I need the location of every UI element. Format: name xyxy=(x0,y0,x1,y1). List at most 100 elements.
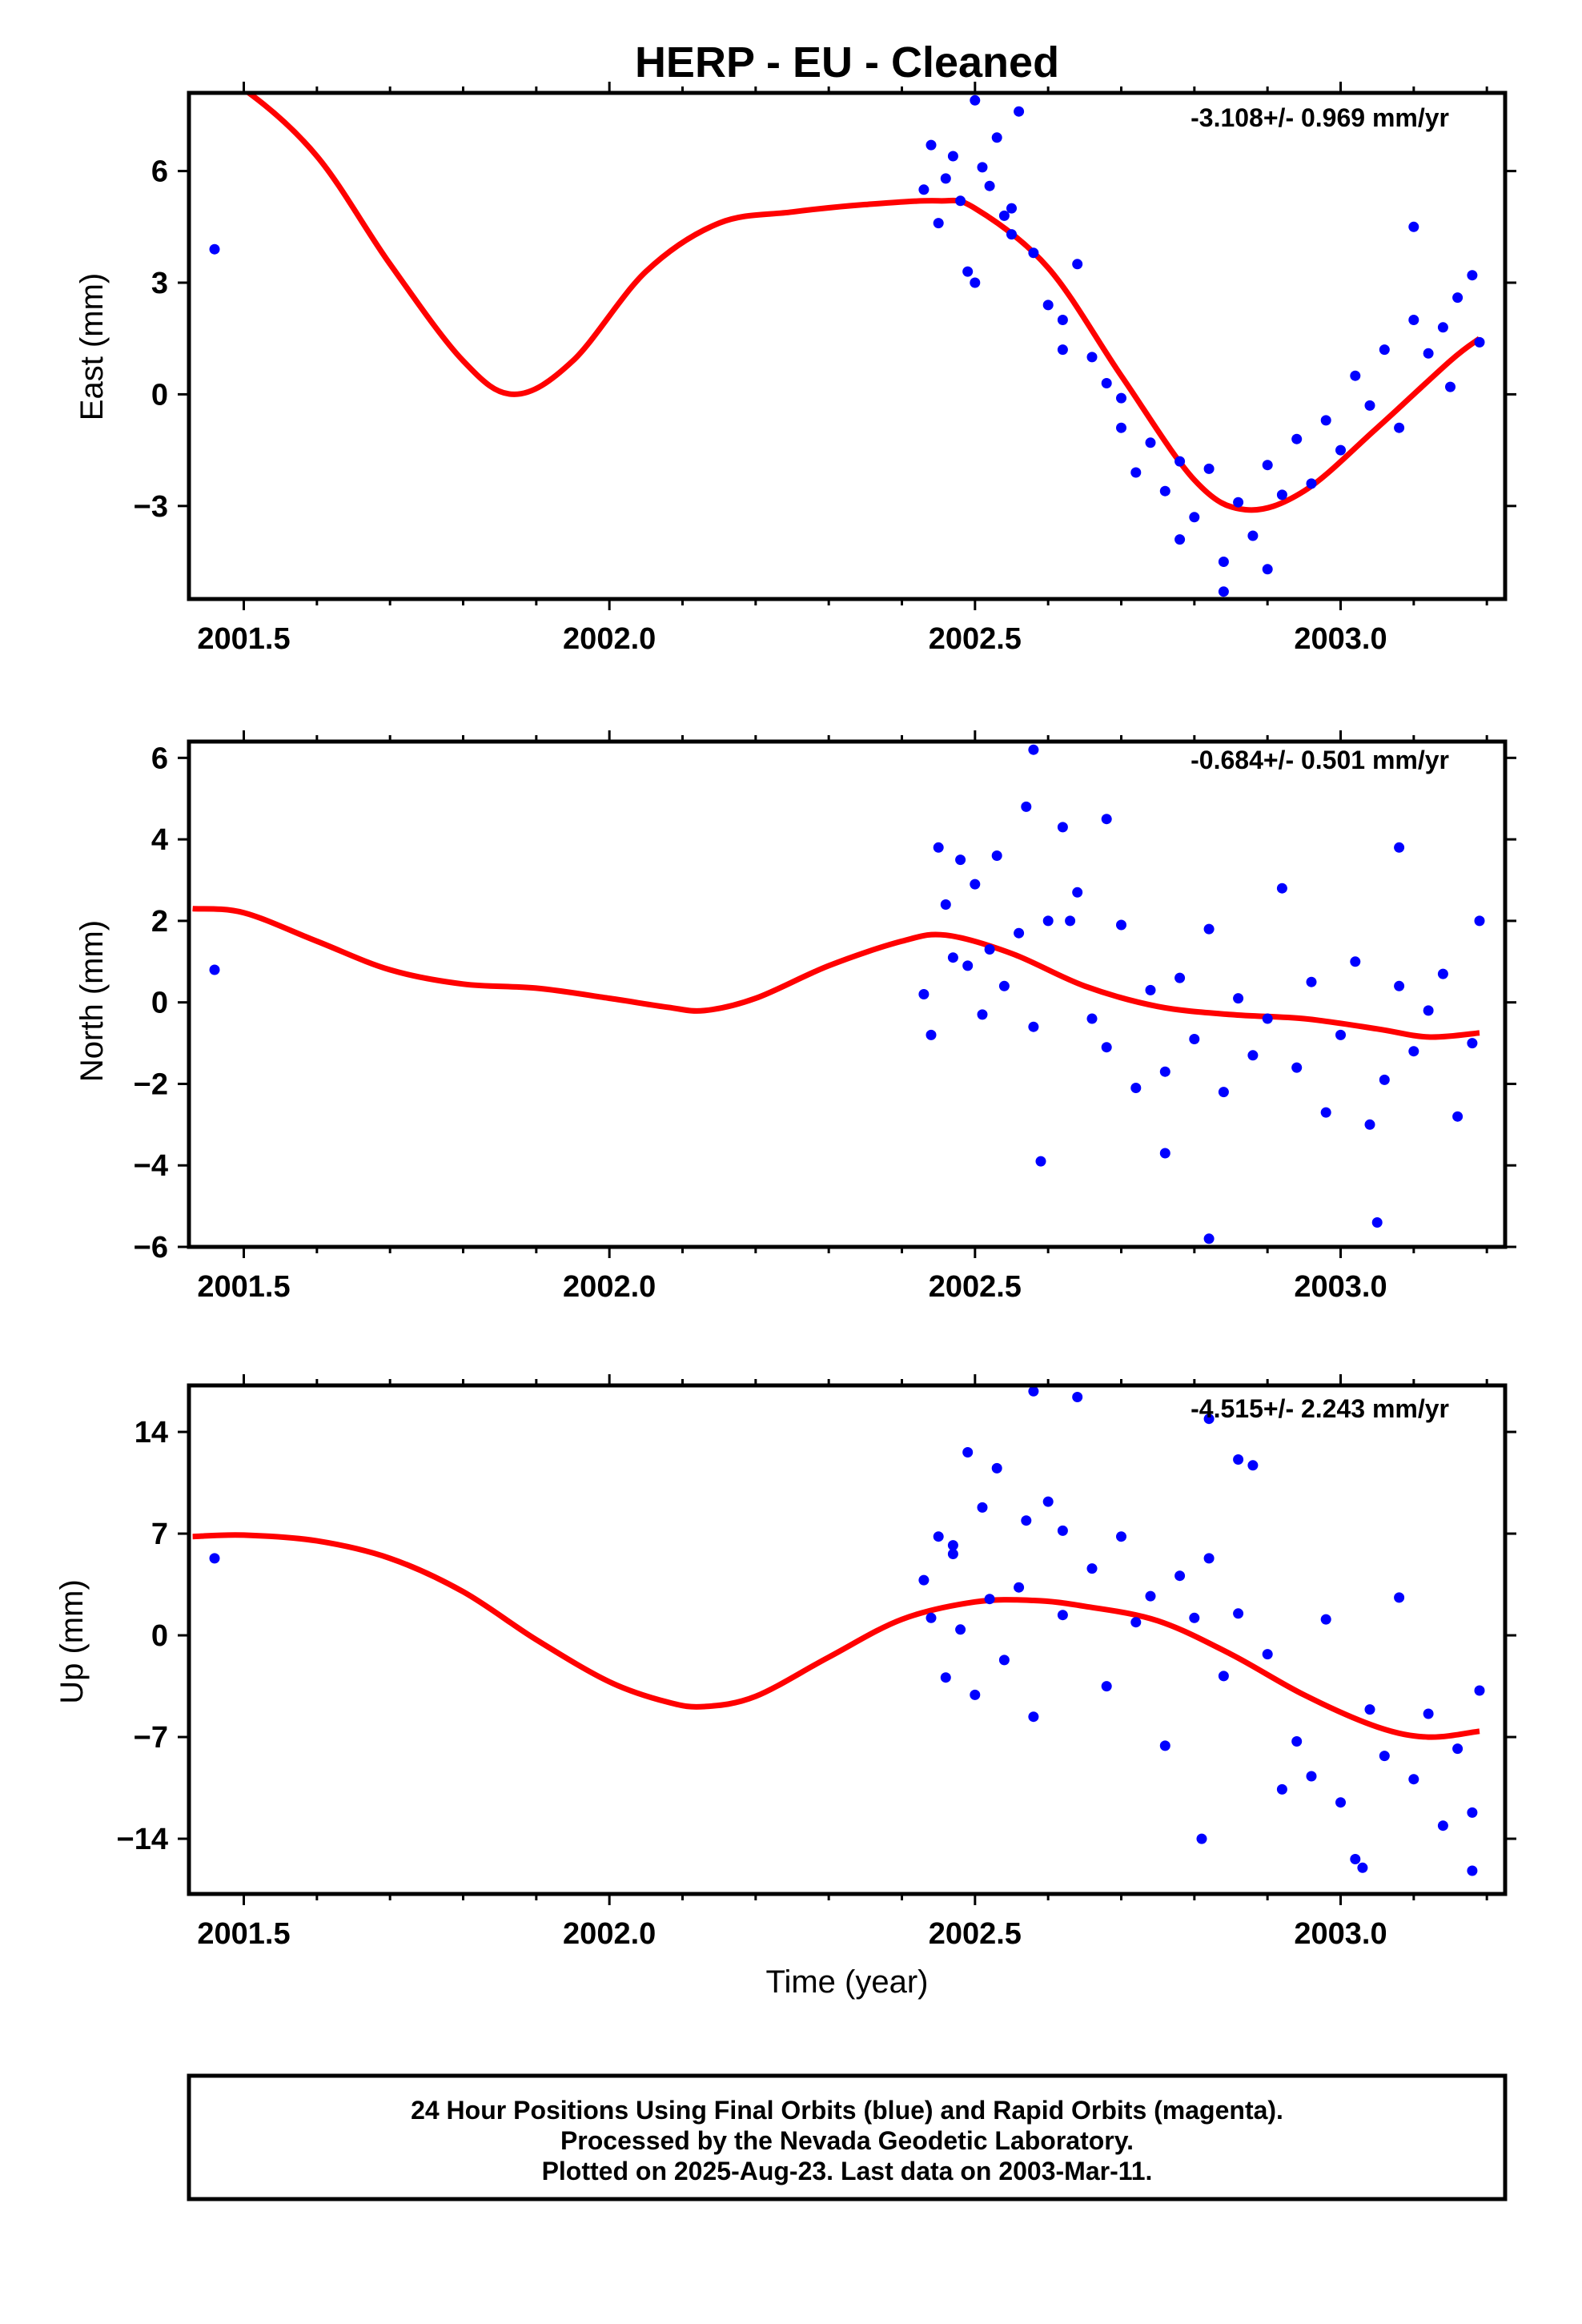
up-data-point xyxy=(947,1540,958,1551)
up-data-point xyxy=(1474,1685,1485,1696)
up-data-point xyxy=(1262,1649,1273,1660)
up-data-point xyxy=(1057,1525,1068,1536)
east-data-point xyxy=(940,173,951,184)
east-data-point xyxy=(991,132,1002,143)
up-data-point xyxy=(984,1594,995,1605)
north-data-point xyxy=(1306,976,1317,987)
east-data-point xyxy=(1006,229,1017,240)
east-data-point xyxy=(1028,247,1039,259)
up-data-point xyxy=(1467,1807,1478,1818)
north-x-tick-label: 2003.0 xyxy=(1294,1270,1387,1304)
north-data-point xyxy=(1452,1111,1464,1122)
north-y-tick-label: −4 xyxy=(134,1149,168,1183)
up-data-point xyxy=(1408,1774,1419,1785)
up-data-point xyxy=(1145,1590,1156,1602)
footer-line-1: 24 Hour Positions Using Final Orbits (bl… xyxy=(411,2096,1283,2125)
east-data-point xyxy=(970,94,981,106)
east-data-point xyxy=(1437,322,1448,333)
up-y-axis-label: Up (mm) xyxy=(54,1579,90,1704)
north-data-point xyxy=(984,944,995,955)
north-panel: 2001.5 2002.0 2002.5 2003.0 −6 −4 −2 0 2 4 6 -0.68… xyxy=(74,730,1516,1304)
east-data-point xyxy=(1116,422,1126,433)
figure-title: HERP - EU - Cleaned xyxy=(635,38,1059,86)
up-data-point xyxy=(1028,1385,1039,1397)
north-data-point xyxy=(1467,1038,1478,1049)
up-data-point xyxy=(1467,1865,1478,1876)
up-data-point xyxy=(1276,1783,1287,1795)
up-model-fit-line xyxy=(192,1532,1480,1740)
east-data-point xyxy=(1276,489,1287,501)
footer-line-3: Plotted on 2025-Aug-23. Last data on 200… xyxy=(542,2157,1153,2185)
north-data-point xyxy=(1423,1005,1434,1016)
up-data-point xyxy=(1021,1515,1032,1526)
up-data-point xyxy=(1189,1612,1200,1623)
up-y-tick-label: 14 xyxy=(135,1416,168,1449)
north-data-point xyxy=(1371,1217,1383,1228)
north-data-point xyxy=(1394,980,1405,991)
up-panel: 2001.5 2002.0 2002.5 2003.0 −14 −7 0 7 14 -4.515… xyxy=(54,1374,1516,2000)
north-frame xyxy=(187,739,1508,1249)
north-data-point xyxy=(1189,1034,1200,1044)
up-x-tick-label: 2001.5 xyxy=(197,1917,290,1951)
east-model-fit-line xyxy=(243,93,1482,513)
up-x-tick-label: 2003.0 xyxy=(1294,1917,1387,1951)
up-data-point xyxy=(1159,1740,1170,1751)
up-data-point xyxy=(1233,1608,1244,1619)
east-data-point xyxy=(1320,415,1331,426)
east-y-tick-label: −3 xyxy=(134,490,168,524)
east-data-point xyxy=(1408,315,1419,325)
up-data-point xyxy=(1203,1553,1215,1564)
north-data-point xyxy=(1203,923,1215,935)
north-model-fit-line xyxy=(192,906,1480,1040)
up-data-point xyxy=(1196,1833,1207,1844)
east-data-point xyxy=(947,151,958,162)
north-axes: 2001.5 2002.0 2002.5 2003.0 −6 −4 −2 0 2 4 6 xyxy=(134,730,1516,1304)
east-x-tick-label: 2003.0 xyxy=(1294,622,1387,656)
east-data-point xyxy=(209,243,220,255)
north-y-tick-label: 2 xyxy=(151,905,168,939)
east-x-tick-label: 2002.0 xyxy=(563,622,656,656)
east-panel: 2001.5 2002.0 2002.5 2003.0 −3 0 3 6 -3.108+/- … xyxy=(74,82,1516,656)
up-data-point xyxy=(1028,1711,1039,1723)
north-data-point xyxy=(1408,1046,1419,1057)
up-data-point xyxy=(962,1447,974,1458)
north-data-point xyxy=(1021,801,1032,812)
east-y-tick-label: 0 xyxy=(151,378,168,412)
up-data-point xyxy=(1130,1617,1142,1628)
east-data-point xyxy=(1247,530,1259,541)
east-data-point xyxy=(1379,344,1390,356)
east-axes: 2001.5 2002.0 2002.5 2003.0 −3 0 3 6 xyxy=(134,82,1516,656)
east-data-point xyxy=(984,180,995,191)
north-plot-area xyxy=(192,744,1485,1244)
north-data-point xyxy=(1262,1013,1273,1024)
east-y-tick-label: 6 xyxy=(151,155,168,189)
north-data-point xyxy=(1474,915,1485,927)
time-x-axis-label: Time (year) xyxy=(766,1964,929,2000)
north-rate-label: -0.684+/- 0.501 mm/yr xyxy=(1191,746,1449,774)
up-axes: 2001.5 2002.0 2002.5 2003.0 −14 −7 0 7 14 xyxy=(117,1374,1516,1951)
east-data-point xyxy=(977,162,988,173)
north-y-tick-label: 6 xyxy=(151,742,168,775)
north-data-point xyxy=(933,842,944,853)
up-x-tick-label: 2002.5 xyxy=(929,1917,1022,1951)
up-data-point xyxy=(1072,1392,1083,1402)
north-data-point xyxy=(940,899,951,910)
up-data-point xyxy=(1364,1704,1375,1715)
east-data-point xyxy=(962,266,974,277)
north-data-point xyxy=(970,879,981,890)
east-data-point xyxy=(1130,467,1142,478)
north-data-point xyxy=(1394,842,1405,853)
north-data-point xyxy=(1035,1156,1046,1167)
east-data-point xyxy=(918,184,930,195)
east-data-point xyxy=(1445,381,1456,392)
up-data-point xyxy=(1306,1771,1317,1782)
up-data-point xyxy=(1394,1592,1405,1603)
north-data-point xyxy=(1291,1062,1303,1073)
north-y-tick-label: −2 xyxy=(134,1068,168,1101)
north-data-point xyxy=(209,964,220,975)
north-x-tick-label: 2002.5 xyxy=(929,1270,1022,1304)
north-y-tick-label: 0 xyxy=(151,987,168,1020)
east-data-point xyxy=(1364,400,1375,411)
east-data-point xyxy=(1189,512,1200,523)
north-data-point xyxy=(1145,984,1156,995)
